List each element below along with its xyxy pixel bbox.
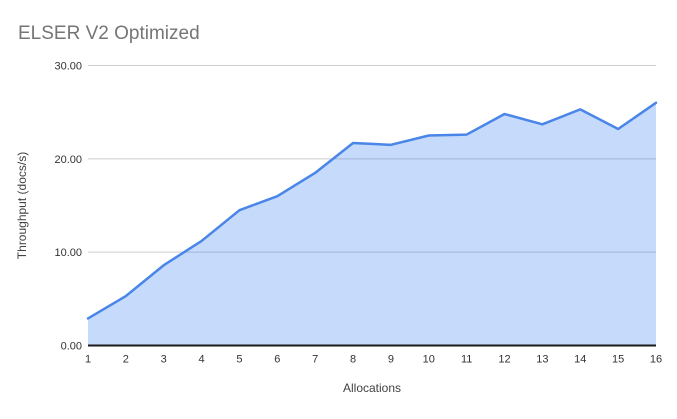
y-tick-label: 0.00	[61, 341, 82, 353]
x-tick-label: 10	[423, 354, 435, 366]
x-tick-label: 1	[85, 354, 91, 366]
area-fill	[88, 102, 656, 346]
x-tick-label: 11	[461, 354, 472, 366]
x-tick-label: 2	[123, 354, 129, 366]
x-tick-label: 8	[350, 354, 356, 366]
x-tick-label: 4	[199, 354, 205, 366]
x-tick-label: 16	[650, 354, 662, 366]
y-axis-title: Throughput (docs/s)	[15, 152, 29, 259]
x-tick-label: 9	[388, 354, 394, 366]
x-tick-label: 6	[274, 354, 280, 366]
y-tick-label: 10.00	[54, 247, 82, 259]
x-tick-label: 5	[236, 354, 242, 366]
x-tick-label: 13	[536, 354, 548, 366]
x-tick-label: 15	[612, 354, 624, 366]
x-tick-label: 12	[498, 354, 510, 366]
x-tick-label: 7	[312, 354, 318, 366]
x-tick-label: 14	[574, 354, 586, 366]
x-axis-title: Allocations	[343, 381, 401, 395]
y-tick-label: 20.00	[54, 154, 82, 166]
series-line	[86, 101, 658, 320]
y-tick-label: 30.00	[54, 61, 82, 73]
x-tick-label: 3	[161, 354, 167, 366]
chart-title: ELSER V2 Optimized	[18, 23, 200, 44]
